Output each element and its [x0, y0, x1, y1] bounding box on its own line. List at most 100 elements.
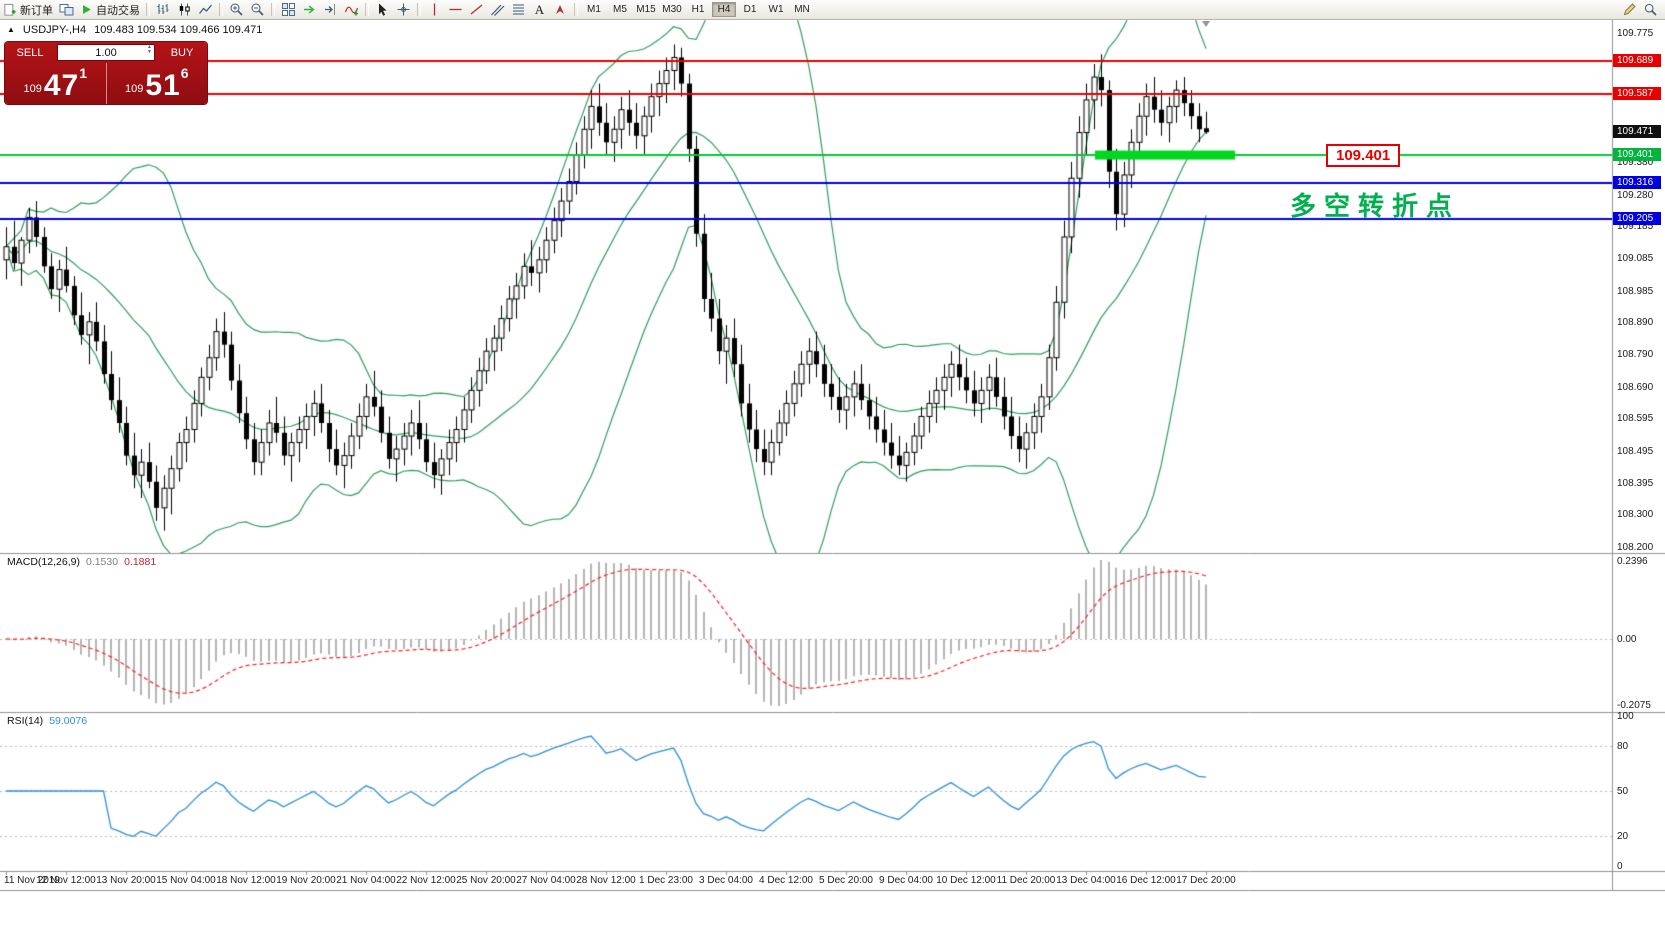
time-axis-label: 11 Dec 20:00	[996, 875, 1056, 886]
price-scale-tick: 108.300	[1617, 509, 1654, 521]
collapse-triangle-icon[interactable]: ▲	[7, 25, 15, 34]
timeframe-m1-button[interactable]: M1	[582, 2, 606, 17]
rsi-scale-tick: 80	[1617, 741, 1629, 752]
time-axis-label: 4 Dec 12:00	[759, 875, 813, 886]
time-axis-label: 10 Dec 12:00	[936, 875, 996, 886]
horizontal-line-icon[interactable]	[445, 1, 466, 18]
price-scale-tick: 108.595	[1617, 413, 1654, 425]
macd-label: MACD(12,26,9) 0.1530 0.1881	[7, 556, 156, 568]
price-scale-tick: 109.085	[1617, 253, 1654, 265]
time-axis-label: 19 Nov 20:00	[276, 875, 336, 886]
cursor-icon[interactable]	[372, 1, 393, 18]
price-scale-tick: 109.280	[1617, 189, 1654, 201]
new-order-button[interactable]: 新订单	[0, 1, 56, 18]
sell-button[interactable]: SELL	[5, 46, 55, 60]
time-axis-label: 27 Nov 04:00	[516, 875, 576, 886]
timeframe-mn-button[interactable]: MN	[790, 2, 814, 17]
timeframe-w1-button[interactable]: W1	[764, 2, 788, 17]
auto-scroll-icon[interactable]	[299, 1, 320, 18]
rsi-label: RSI(14) 59.0076	[7, 715, 87, 727]
price-badge-109.401: 109.401	[1613, 148, 1661, 162]
vertical-line-icon[interactable]	[424, 1, 445, 18]
price-scale-tick: 109.380	[1617, 156, 1654, 168]
time-axis-label: 13 Nov 20:00	[96, 875, 156, 886]
new-order-icon	[3, 3, 17, 17]
price-badge-109.689: 109.689	[1613, 54, 1661, 68]
rsi-scale-tick: 100	[1617, 711, 1634, 722]
time-axis-label: 18 Nov 12:00	[216, 875, 276, 886]
zoom-out-icon[interactable]	[247, 1, 268, 18]
price-scale-tick: 108.395	[1617, 478, 1654, 490]
price-scale-tick: 109.185	[1617, 220, 1654, 232]
time-axis-label: 21 Nov 04:00	[336, 875, 396, 886]
volume-spinner-icon[interactable]: ▲ ▼	[147, 44, 152, 55]
macd-main-value: 0.1530	[85, 556, 119, 568]
toolbar-separator	[146, 3, 150, 16]
crosshair-icon[interactable]	[393, 1, 414, 18]
one-click-trading-panel: SELL 1.00 ▲ ▼ BUY 109 47 1 109 51 6	[5, 42, 207, 104]
ask-price[interactable]: 109 51 6	[107, 63, 208, 104]
channel-icon[interactable]	[487, 1, 508, 18]
macd-name: MACD(12,26,9)	[7, 556, 80, 568]
time-axis-label: 5 Dec 20:00	[819, 875, 873, 886]
time-axis-label: 25 Nov 20:00	[456, 875, 516, 886]
price-scale-tick: 108.200	[1617, 542, 1654, 553]
chart-shift-icon[interactable]	[320, 1, 341, 18]
fibonacci-icon[interactable]	[508, 1, 529, 18]
time-axis-label: 15 Nov 04:00	[156, 875, 216, 886]
time-axis-label: 12 Nov 12:00	[36, 875, 96, 886]
time-axis-label: 1 Dec 23:00	[639, 875, 693, 886]
volume-input[interactable]: 1.00 ▲ ▼	[57, 44, 155, 61]
timeframe-m30-button[interactable]: M30	[660, 2, 684, 17]
chart-symbol-title: USDJPY-,H4	[22, 24, 87, 36]
timeframe-d1-button[interactable]: D1	[738, 2, 762, 17]
price-label-box[interactable]: 109.401	[1326, 144, 1401, 168]
auto-trading-button[interactable]: 自动交易	[77, 1, 143, 18]
time-axis-label: 28 Nov 12:00	[576, 875, 636, 886]
price-badge-109.587: 109.587	[1613, 87, 1661, 101]
chart-ohlc-values: 109.483 109.534 109.466 109.471	[94, 24, 263, 36]
edit-icon[interactable]	[1619, 1, 1640, 18]
rsi-scale-tick: 20	[1617, 831, 1629, 842]
new-order-label: 新订单	[20, 4, 53, 17]
rsi-value: 59.0076	[49, 715, 88, 727]
line-chart-icon[interactable]	[195, 1, 216, 18]
buy-button[interactable]: BUY	[157, 46, 207, 60]
time-axis-label: 16 Dec 12:00	[1116, 875, 1176, 886]
timeframe-h4-button[interactable]: H4	[712, 2, 736, 17]
price-scale-tick: 108.690	[1617, 382, 1654, 394]
bid-price[interactable]: 109 47 1	[5, 63, 107, 104]
bid-prefix: 109	[23, 83, 42, 95]
search-icon[interactable]	[1640, 1, 1661, 18]
time-axis-label: 22 Nov 12:00	[396, 875, 456, 886]
arrows-icon[interactable]	[550, 1, 571, 18]
ask-prefix: 109	[124, 83, 144, 95]
chart-title-bar: ▲ USDJPY-,H4 109.483 109.534 109.466 109…	[7, 24, 262, 36]
timeframe-h1-button[interactable]: H1	[686, 2, 710, 17]
annotation-text[interactable]: 多空转折点	[1290, 191, 1461, 221]
candlestick-chart-icon[interactable]	[174, 1, 195, 18]
bar-chart-icon[interactable]	[153, 1, 174, 18]
toolbar-separator	[365, 3, 369, 16]
timeframe-m5-button[interactable]: M5	[608, 2, 632, 17]
macd-scale-tick: 0.00	[1617, 633, 1637, 645]
rsi-name: RSI(14)	[7, 715, 44, 727]
zoom-in-icon[interactable]	[226, 1, 247, 18]
volume-value: 1.00	[95, 46, 117, 59]
price-badge-109.471: 109.471	[1613, 125, 1661, 139]
macd-scale-tick: 0.2396	[1617, 556, 1648, 567]
text-icon[interactable]: A	[529, 1, 550, 18]
price-scale-tick: 109.775	[1617, 28, 1654, 39]
chart-profiles-icon[interactable]	[56, 1, 77, 18]
tile-windows-icon[interactable]	[278, 1, 299, 18]
indicators-icon[interactable]	[341, 1, 362, 18]
trade-panel-price-row: 109 47 1 109 51 6	[5, 63, 207, 104]
time-axis-label: 13 Dec 04:00	[1056, 875, 1116, 886]
price-scale-tick: 108.985	[1617, 285, 1654, 297]
timeframe-m15-button[interactable]: M15	[634, 2, 658, 17]
trendline-icon[interactable]	[466, 1, 487, 18]
time-axis-label: 11 Nov 2019	[4, 875, 60, 886]
rsi-scale-tick: 0	[1617, 861, 1623, 872]
auto-trading-label: 自动交易	[96, 4, 140, 17]
